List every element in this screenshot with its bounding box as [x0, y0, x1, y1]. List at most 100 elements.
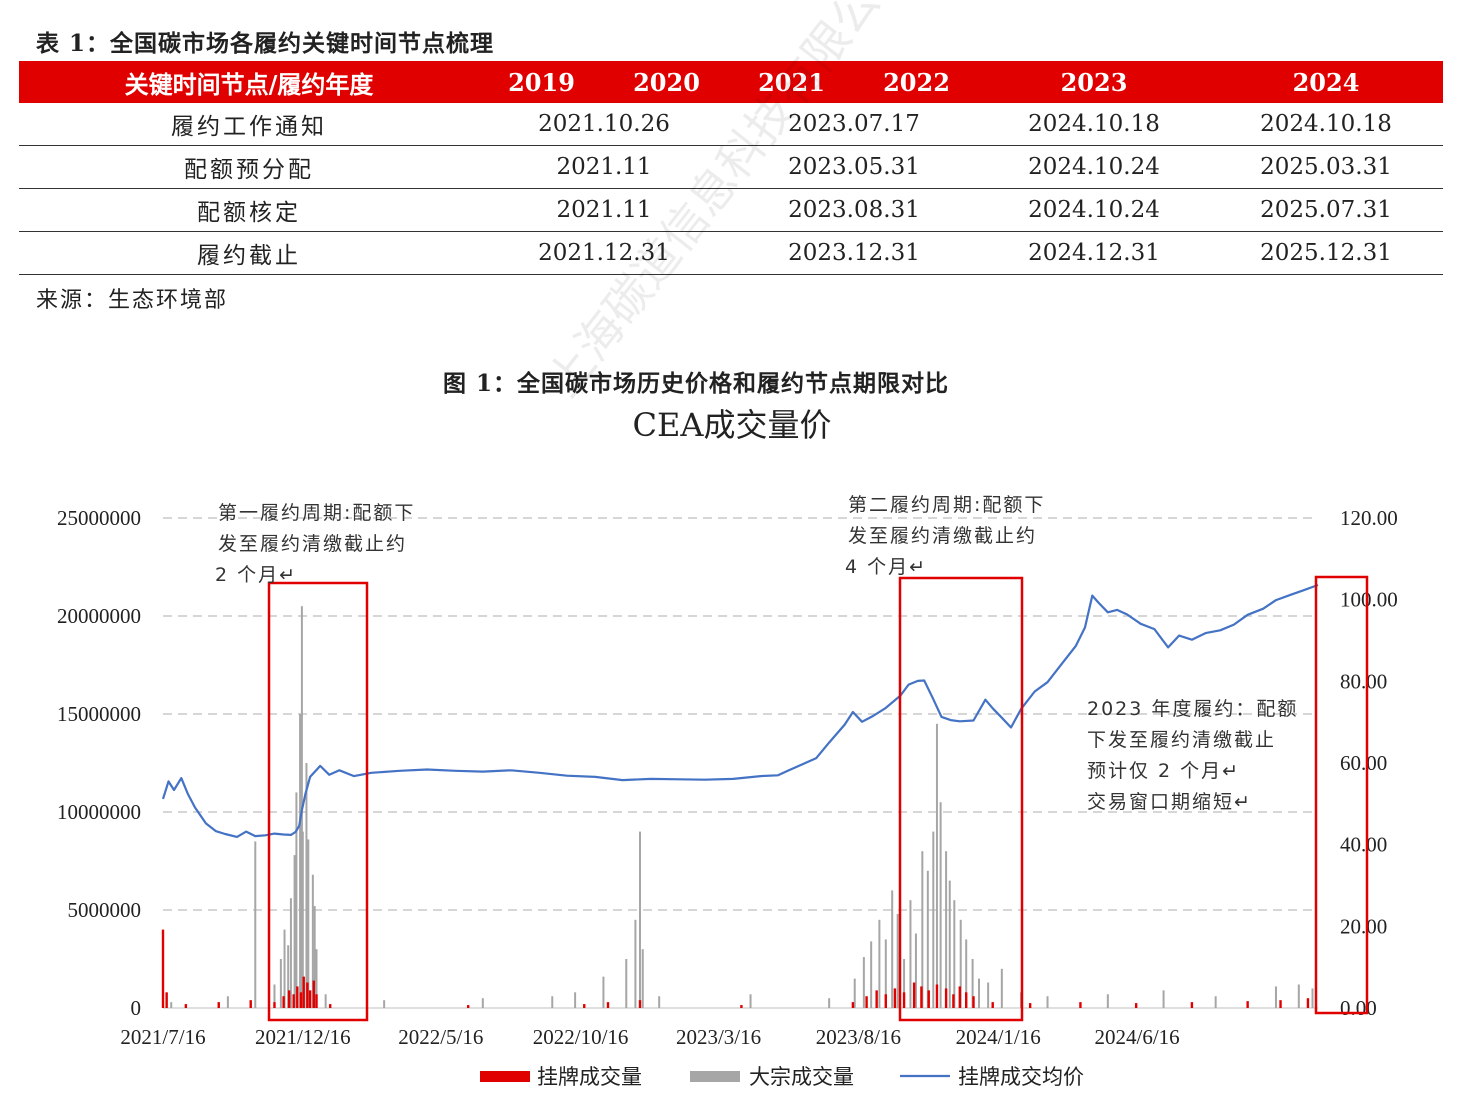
annotation-1-line: 第一履约周期:配额下: [218, 502, 415, 524]
table-cell: 2023.08.31: [729, 188, 979, 232]
listed-volume-bar: [329, 1004, 332, 1008]
listed-volume-bar: [273, 1002, 276, 1008]
block-volume-bar: [870, 941, 873, 1008]
listed-volume-bar: [308, 990, 312, 1008]
y-right-tick-label: 120.00: [1340, 506, 1398, 530]
block-volume-bar: [965, 939, 968, 1008]
block-volume-bar: [749, 994, 752, 1008]
block-volume-bar: [299, 714, 302, 1008]
block-volume-bar: [953, 900, 956, 1008]
header-label: 关键时间节点/履约年度: [19, 61, 479, 103]
table-cell: 2023.12.31: [729, 231, 979, 275]
y-left-tick-label: 15000000: [57, 702, 141, 726]
block-volume-bar: [602, 976, 605, 1008]
annotation-3-line: 交易窗口期缩短↵: [1087, 791, 1252, 813]
listed-volume-bar: [912, 982, 916, 1008]
listed-volume-bar: [165, 992, 168, 1008]
listed-volume-bar: [865, 996, 868, 1008]
block-volume-bar: [383, 1000, 386, 1008]
table-cell: 2025.07.31: [1209, 188, 1443, 232]
block-volume-bar: [641, 949, 644, 1008]
listed-volume-bar: [944, 988, 948, 1008]
x-tick-label: 2024/1/16: [956, 1025, 1041, 1049]
y-right-tick-label: 0.00: [1340, 996, 1377, 1020]
table-cell: 2021.10.26: [479, 103, 729, 146]
listed-volume-bar: [583, 1004, 586, 1008]
block-volume-bar: [909, 900, 912, 1008]
listed-volume-bar: [299, 992, 303, 1008]
annotation-2-line: 第二履约周期:配额下: [848, 494, 1045, 516]
block-volume-bar: [574, 992, 577, 1008]
header-year: 2021: [758, 67, 825, 97]
row-label: 配额预分配: [19, 145, 479, 189]
x-tick-label: 2022/5/16: [398, 1025, 483, 1049]
listed-volume-bar: [920, 986, 923, 1008]
annotation-1-line: 发至履约清缴截止约: [218, 533, 407, 555]
block-volume-bar: [313, 906, 316, 1008]
block-volume-bar: [1214, 996, 1217, 1008]
block-volume-bar: [828, 998, 831, 1008]
block-volume-bar: [971, 959, 974, 1008]
listed-volume-bar: [1306, 998, 1310, 1008]
block-volume-bar: [948, 880, 951, 1008]
block-volume-bar: [977, 978, 980, 1008]
block-volume-bar: [226, 996, 229, 1008]
block-volume-bar: [1106, 994, 1109, 1008]
x-tick-label: 2023/8/16: [816, 1025, 901, 1049]
annotation-3-line: 预计仅 2 个月↵: [1087, 760, 1240, 782]
listed-volume-bar: [1134, 1003, 1138, 1008]
block-volume-bar: [853, 978, 856, 1008]
listed-volume-bar: [638, 1000, 642, 1008]
listed-volume-bar: [1079, 1002, 1082, 1008]
y-right-tick-label: 100.00: [1340, 588, 1398, 612]
listed-volume-bar: [965, 992, 968, 1008]
y-right-tick-label: 40.00: [1340, 833, 1387, 857]
block-volume-bar: [273, 984, 276, 1008]
x-tick-label: 2023/3/16: [676, 1025, 761, 1049]
block-volume-bar: [1000, 968, 1003, 1008]
legend-label: 大宗成交量: [749, 1065, 854, 1089]
listed-volume-bar: [161, 929, 165, 1008]
block-volume-bar: [324, 994, 327, 1008]
row-label: 履约工作通知: [19, 103, 479, 146]
block-volume-bar: [625, 959, 628, 1008]
table-cell: 2025.12.31: [1209, 231, 1443, 275]
listed-volume-bar: [958, 986, 962, 1008]
block-volume-bar: [987, 982, 990, 1008]
annotation-2-line: 发至履约清缴截止约: [848, 525, 1037, 547]
block-volume-bar: [939, 802, 942, 1008]
block-volume-bar: [914, 933, 917, 1008]
highlight-box: [1314, 575, 1369, 1015]
listed-volume-bar: [893, 988, 897, 1008]
highlight-box: [267, 581, 369, 1022]
block-volume-bar: [658, 996, 661, 1008]
table-cell: 2023.07.17: [729, 103, 979, 146]
x-tick-label: 2024/6/16: [1094, 1025, 1179, 1049]
block-volume-bar: [170, 1002, 173, 1008]
y-left-tick-label: 25000000: [57, 506, 141, 530]
row-label: 配额核定: [19, 188, 479, 232]
header-year-group: 2019 2020: [479, 61, 729, 103]
listed-volume-bar: [312, 980, 315, 1008]
block-volume-bar: [638, 831, 641, 1008]
listed-volume-bar: [217, 1002, 220, 1008]
header-year: 2023: [979, 61, 1209, 103]
x-tick-label: 2022/10/16: [533, 1025, 629, 1049]
listed-volume-bar: [1279, 1000, 1282, 1008]
listed-volume-bar: [740, 1005, 743, 1008]
table-row: 履约截止 2021.12.31 2023.12.31 2024.12.31 20…: [19, 231, 1443, 275]
block-volume-bar: [1311, 988, 1314, 1008]
listed-volume-bar: [927, 990, 930, 1008]
listed-volume-bar: [287, 990, 291, 1008]
block-volume-bar: [293, 855, 296, 1008]
table-cell: 2024.10.18: [1209, 103, 1443, 146]
block-volume-bar: [896, 913, 899, 1008]
y-right-tick-label: 20.00: [1340, 914, 1387, 938]
y-right-tick-label: 60.00: [1340, 751, 1387, 775]
block-volume-bar: [305, 763, 308, 1008]
block-volume-bar: [301, 831, 304, 1008]
header-year-group: 2021 2022: [729, 61, 979, 103]
table-cell: 2024.12.31: [979, 231, 1209, 275]
table-row: 配额预分配 2021.11 2023.05.31 2024.10.24 2025…: [19, 145, 1443, 189]
